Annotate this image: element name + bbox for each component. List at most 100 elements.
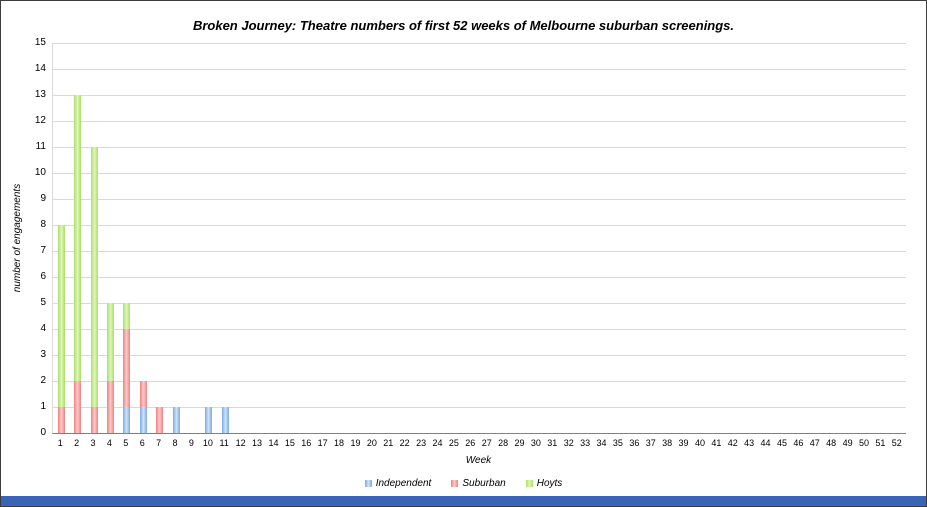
gridline bbox=[53, 251, 906, 252]
bar-segment-suburban bbox=[106, 381, 114, 433]
x-tick-label: 20 bbox=[366, 438, 377, 448]
x-tick-label: 39 bbox=[678, 438, 689, 448]
x-tick-label: 42 bbox=[727, 438, 738, 448]
x-tick-label: 23 bbox=[416, 438, 427, 448]
x-axis-title: Week bbox=[465, 455, 492, 466]
bar-segment-suburban bbox=[139, 381, 147, 407]
y-tick-label: 2 bbox=[40, 375, 46, 386]
y-tick-label: 3 bbox=[40, 349, 46, 360]
x-tick-label: 3 bbox=[90, 438, 96, 448]
legend-item-hoyts: Hoyts bbox=[525, 478, 562, 489]
x-tick-label: 50 bbox=[858, 438, 869, 448]
x-tick-label: 40 bbox=[694, 438, 705, 448]
y-tick-label: 8 bbox=[40, 219, 46, 230]
x-tick-label: 1 bbox=[57, 438, 63, 448]
legend-swatch-independent bbox=[364, 480, 372, 487]
x-tick-label: 41 bbox=[711, 438, 722, 448]
x-tick-label: 6 bbox=[139, 438, 145, 448]
gridline bbox=[53, 329, 906, 330]
bar-segment-hoyts bbox=[106, 303, 114, 381]
gridline bbox=[53, 277, 906, 278]
gridline bbox=[53, 95, 906, 96]
x-tick-label: 15 bbox=[284, 438, 295, 448]
x-tick-label: 5 bbox=[123, 438, 129, 448]
x-tick-label: 34 bbox=[596, 438, 607, 448]
x-tick-label: 4 bbox=[106, 438, 112, 448]
legend: Independent Suburban Hoyts bbox=[1, 478, 926, 489]
gridline bbox=[53, 69, 906, 70]
legend-swatch-suburban bbox=[451, 480, 459, 487]
x-tick-label: 47 bbox=[809, 438, 820, 448]
x-tick-label: 31 bbox=[547, 438, 558, 448]
bar-segment-hoyts bbox=[123, 303, 131, 329]
legend-label: Independent bbox=[375, 478, 432, 489]
bar-segment-suburban bbox=[123, 329, 131, 407]
y-tick-label: 13 bbox=[34, 89, 46, 100]
x-tick-label: 7 bbox=[156, 438, 162, 448]
gridline bbox=[53, 173, 906, 174]
x-tick-label: 46 bbox=[793, 438, 804, 448]
gridline bbox=[53, 225, 906, 226]
legend-swatch-hoyts bbox=[525, 480, 533, 487]
x-tick-label: 16 bbox=[301, 438, 312, 448]
x-tick-label: 32 bbox=[563, 438, 574, 448]
x-axis-tick-labels: 1 2 3 4 5 6 7 8 9 10 11 12 13 14 15 16 17 18 19 20 21 22 23 24 2… bbox=[52, 437, 905, 449]
legend-item-independent: Independent bbox=[364, 478, 432, 489]
legend-label: Suburban bbox=[462, 478, 506, 489]
x-tick-label: 24 bbox=[432, 438, 443, 448]
x-tick-label: 52 bbox=[891, 438, 902, 448]
x-tick-label: 36 bbox=[629, 438, 640, 448]
x-tick-label: 13 bbox=[252, 438, 263, 448]
x-tick-label: 26 bbox=[465, 438, 476, 448]
gridline bbox=[53, 355, 906, 356]
x-tick-label: 30 bbox=[530, 438, 541, 448]
x-tick-label: 49 bbox=[842, 438, 853, 448]
bar-segment-independent bbox=[139, 407, 147, 433]
y-tick-label: 6 bbox=[40, 271, 46, 282]
y-tick-label: 5 bbox=[40, 297, 46, 308]
bar-segment-hoyts bbox=[57, 225, 65, 407]
y-axis-tick-labels: 0 1 2 3 4 5 6 7 8 9 10 11 12 13 14 15 bbox=[6, 37, 46, 438]
gridline bbox=[53, 121, 906, 122]
bar-segment-suburban bbox=[74, 381, 82, 433]
x-tick-label: 25 bbox=[448, 438, 459, 448]
x-tick-label: 19 bbox=[350, 438, 361, 448]
y-tick-label: 11 bbox=[35, 141, 46, 152]
bar-segment-independent bbox=[123, 407, 131, 433]
x-tick-label: 28 bbox=[498, 438, 509, 448]
bar-segment-hoyts bbox=[90, 147, 98, 407]
x-tick-label: 21 bbox=[383, 438, 394, 448]
bar-segment-independent bbox=[172, 407, 180, 433]
bar-segment-independent bbox=[221, 407, 229, 433]
gridline bbox=[53, 43, 906, 44]
chart-title: Broken Journey: Theatre numbers of first… bbox=[192, 18, 735, 33]
x-tick-label: 22 bbox=[399, 438, 410, 448]
x-tick-label: 18 bbox=[334, 438, 345, 448]
x-tick-label: 33 bbox=[580, 438, 591, 448]
x-tick-label: 10 bbox=[202, 438, 213, 448]
x-tick-label: 14 bbox=[268, 438, 279, 448]
x-tick-label: 44 bbox=[760, 438, 771, 448]
bottom-strip bbox=[1, 496, 926, 506]
gridline bbox=[53, 407, 906, 408]
x-tick-label: 48 bbox=[826, 438, 837, 448]
x-tick-label: 45 bbox=[776, 438, 787, 448]
gridline bbox=[53, 381, 906, 382]
y-tick-label: 10 bbox=[34, 167, 46, 178]
bar-segment-suburban bbox=[90, 407, 98, 433]
x-tick-label: 2 bbox=[74, 438, 80, 448]
y-tick-label: 7 bbox=[40, 245, 46, 256]
y-tick-label: 15 bbox=[34, 37, 46, 48]
bar-segment-suburban bbox=[156, 407, 164, 433]
y-tick-label: 4 bbox=[40, 323, 46, 334]
legend-item-suburban: Suburban bbox=[451, 478, 506, 489]
y-tick-label: 9 bbox=[40, 193, 46, 204]
x-tick-label: 11 bbox=[219, 438, 229, 448]
x-tick-label: 29 bbox=[514, 438, 525, 448]
y-tick-label: 1 bbox=[40, 401, 46, 412]
x-tick-label: 35 bbox=[612, 438, 623, 448]
x-tick-label: 9 bbox=[188, 438, 194, 448]
y-tick-label: 14 bbox=[34, 63, 46, 74]
y-tick-label: 12 bbox=[34, 115, 46, 126]
bar-segment-suburban bbox=[57, 407, 65, 433]
